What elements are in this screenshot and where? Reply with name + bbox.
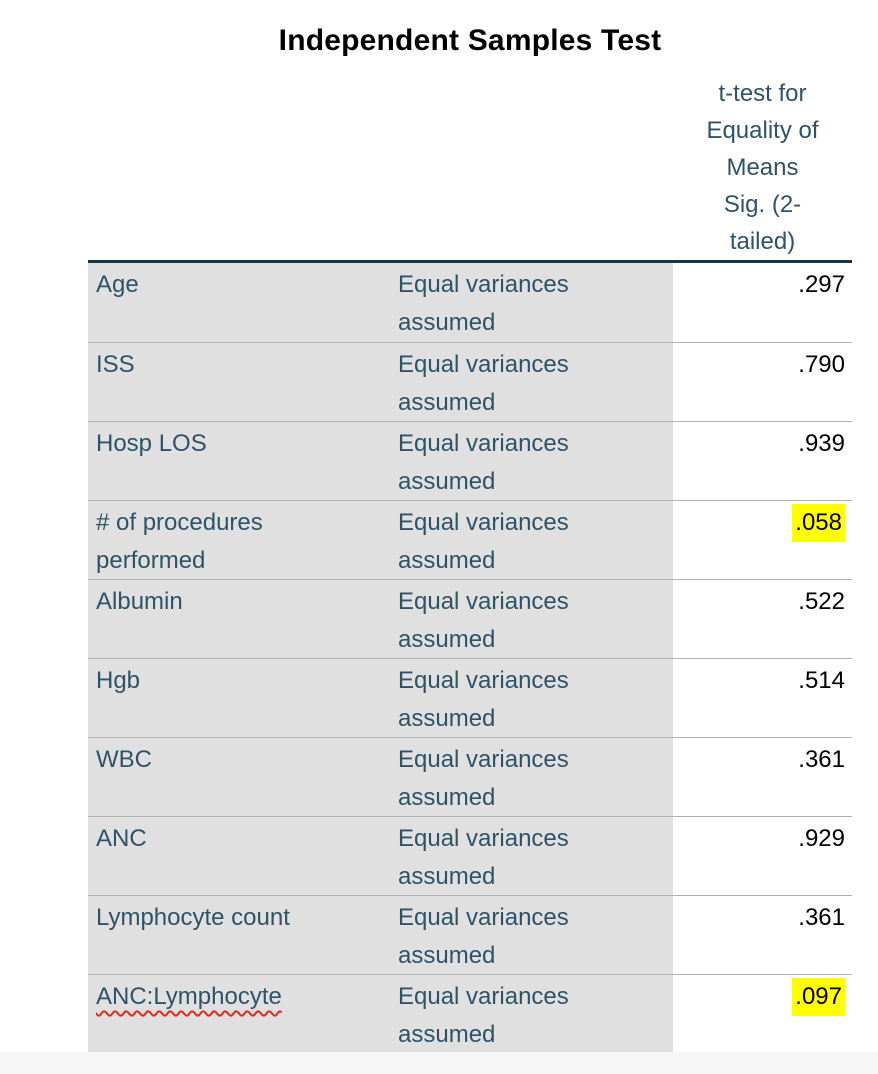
- row-label: Lymphocyte count: [88, 896, 390, 974]
- variance-assumption-label: Equal variances assumed: [398, 588, 569, 653]
- column-header-sig-2-tailed: t-test for Equality of Means Sig. (2- ta…: [673, 70, 852, 260]
- variance-assumption-label: Equal variances assumed: [398, 509, 569, 574]
- table-header-row: t-test for Equality of Means Sig. (2- ta…: [88, 70, 852, 260]
- header-spacer: [88, 70, 673, 260]
- row-label: Hgb: [88, 659, 390, 737]
- header-line: Equality of: [706, 117, 819, 144]
- table-row: Albumin Equal variances assumed .522: [88, 579, 852, 658]
- row-label-misspelled: ANC:Lymphocyte: [88, 975, 390, 1053]
- sig-value: .361: [798, 904, 845, 931]
- sig-value: .297: [798, 271, 845, 298]
- table-title: Independent Samples Test: [278, 24, 662, 57]
- row-label: Age: [88, 263, 390, 342]
- table-row: ISS Equal variances assumed .790: [88, 342, 852, 421]
- table-row: Age Equal variances assumed .297: [88, 263, 852, 342]
- variance-assumption-cell: Equal variances assumed: [390, 343, 673, 421]
- sig-value-cell: .514: [673, 659, 852, 737]
- sig-value: .361: [798, 746, 845, 773]
- sig-value: .522: [798, 588, 845, 615]
- sig-value-cell: .929: [673, 817, 852, 895]
- variance-assumption-cell: Equal variances assumed: [390, 501, 673, 579]
- independent-samples-test-table: t-test for Equality of Means Sig. (2- ta…: [88, 70, 852, 1057]
- row-label: # of procedures performed: [88, 501, 390, 579]
- table-row: # of procedures performed Equal variance…: [88, 500, 852, 579]
- variance-assumption-label: Equal variances assumed: [398, 904, 569, 969]
- sig-value-highlighted: .058: [792, 504, 845, 542]
- header-line: Sig. (2-: [723, 191, 802, 218]
- table-row: Lymphocyte count Equal variances assumed…: [88, 895, 852, 974]
- table-row: Hgb Equal variances assumed .514: [88, 658, 852, 737]
- row-label: WBC: [88, 738, 390, 816]
- sig-value-cell: .939: [673, 422, 852, 500]
- header-line: Means: [726, 154, 799, 181]
- sig-value: .514: [798, 667, 845, 694]
- sig-value-cell: .361: [673, 896, 852, 974]
- sig-value-cell: .058: [673, 501, 852, 579]
- row-label: Hosp LOS: [88, 422, 390, 500]
- sig-value-cell: .790: [673, 343, 852, 421]
- sig-value-cell: .297: [673, 263, 852, 342]
- row-label: Albumin: [88, 580, 390, 658]
- variance-assumption-label: Equal variances assumed: [398, 825, 569, 890]
- table-row: WBC Equal variances assumed .361: [88, 737, 852, 816]
- variance-assumption-label: Equal variances assumed: [398, 667, 569, 732]
- variance-assumption-cell: Equal variances assumed: [390, 263, 673, 342]
- variance-assumption-label: Equal variances assumed: [398, 983, 569, 1048]
- variance-assumption-cell: Equal variances assumed: [390, 659, 673, 737]
- header-line: t-test for: [718, 80, 807, 107]
- sig-value-cell: .522: [673, 580, 852, 658]
- row-label: ANC: [88, 817, 390, 895]
- variance-assumption-cell: Equal variances assumed: [390, 896, 673, 974]
- sig-value: .939: [798, 430, 845, 457]
- sig-value-cell: .361: [673, 738, 852, 816]
- header-line: tailed): [729, 228, 796, 255]
- variance-assumption-cell: Equal variances assumed: [390, 738, 673, 816]
- table-row: ANC Equal variances assumed .929: [88, 816, 852, 895]
- variance-assumption-cell: Equal variances assumed: [390, 975, 673, 1053]
- sig-value-cell: .097: [673, 975, 852, 1053]
- table-body: Age Equal variances assumed .297 ISS Equ…: [88, 260, 852, 1057]
- variance-assumption-label: Equal variances assumed: [398, 271, 569, 336]
- variance-assumption-cell: Equal variances assumed: [390, 422, 673, 500]
- table-row: Hosp LOS Equal variances assumed .939: [88, 421, 852, 500]
- variance-assumption-cell: Equal variances assumed: [390, 817, 673, 895]
- variance-assumption-label: Equal variances assumed: [398, 351, 569, 416]
- variance-assumption-label: Equal variances assumed: [398, 746, 569, 811]
- table-row: ANC:Lymphocyte Equal variances assumed .…: [88, 974, 852, 1053]
- sig-value-highlighted: .097: [792, 978, 845, 1016]
- variance-assumption-cell: Equal variances assumed: [390, 580, 673, 658]
- footer-band: [0, 1052, 878, 1074]
- row-label: ISS: [88, 343, 390, 421]
- variance-assumption-label: Equal variances assumed: [398, 430, 569, 495]
- sig-value: .929: [798, 825, 845, 852]
- sig-value: .790: [798, 351, 845, 378]
